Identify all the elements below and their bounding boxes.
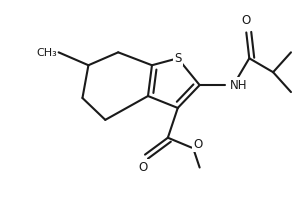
Text: NH: NH bbox=[229, 79, 247, 92]
Text: CH₃: CH₃ bbox=[36, 48, 57, 58]
Text: O: O bbox=[242, 13, 251, 27]
Text: O: O bbox=[194, 138, 203, 151]
Text: S: S bbox=[174, 52, 181, 65]
Text: O: O bbox=[138, 161, 148, 174]
